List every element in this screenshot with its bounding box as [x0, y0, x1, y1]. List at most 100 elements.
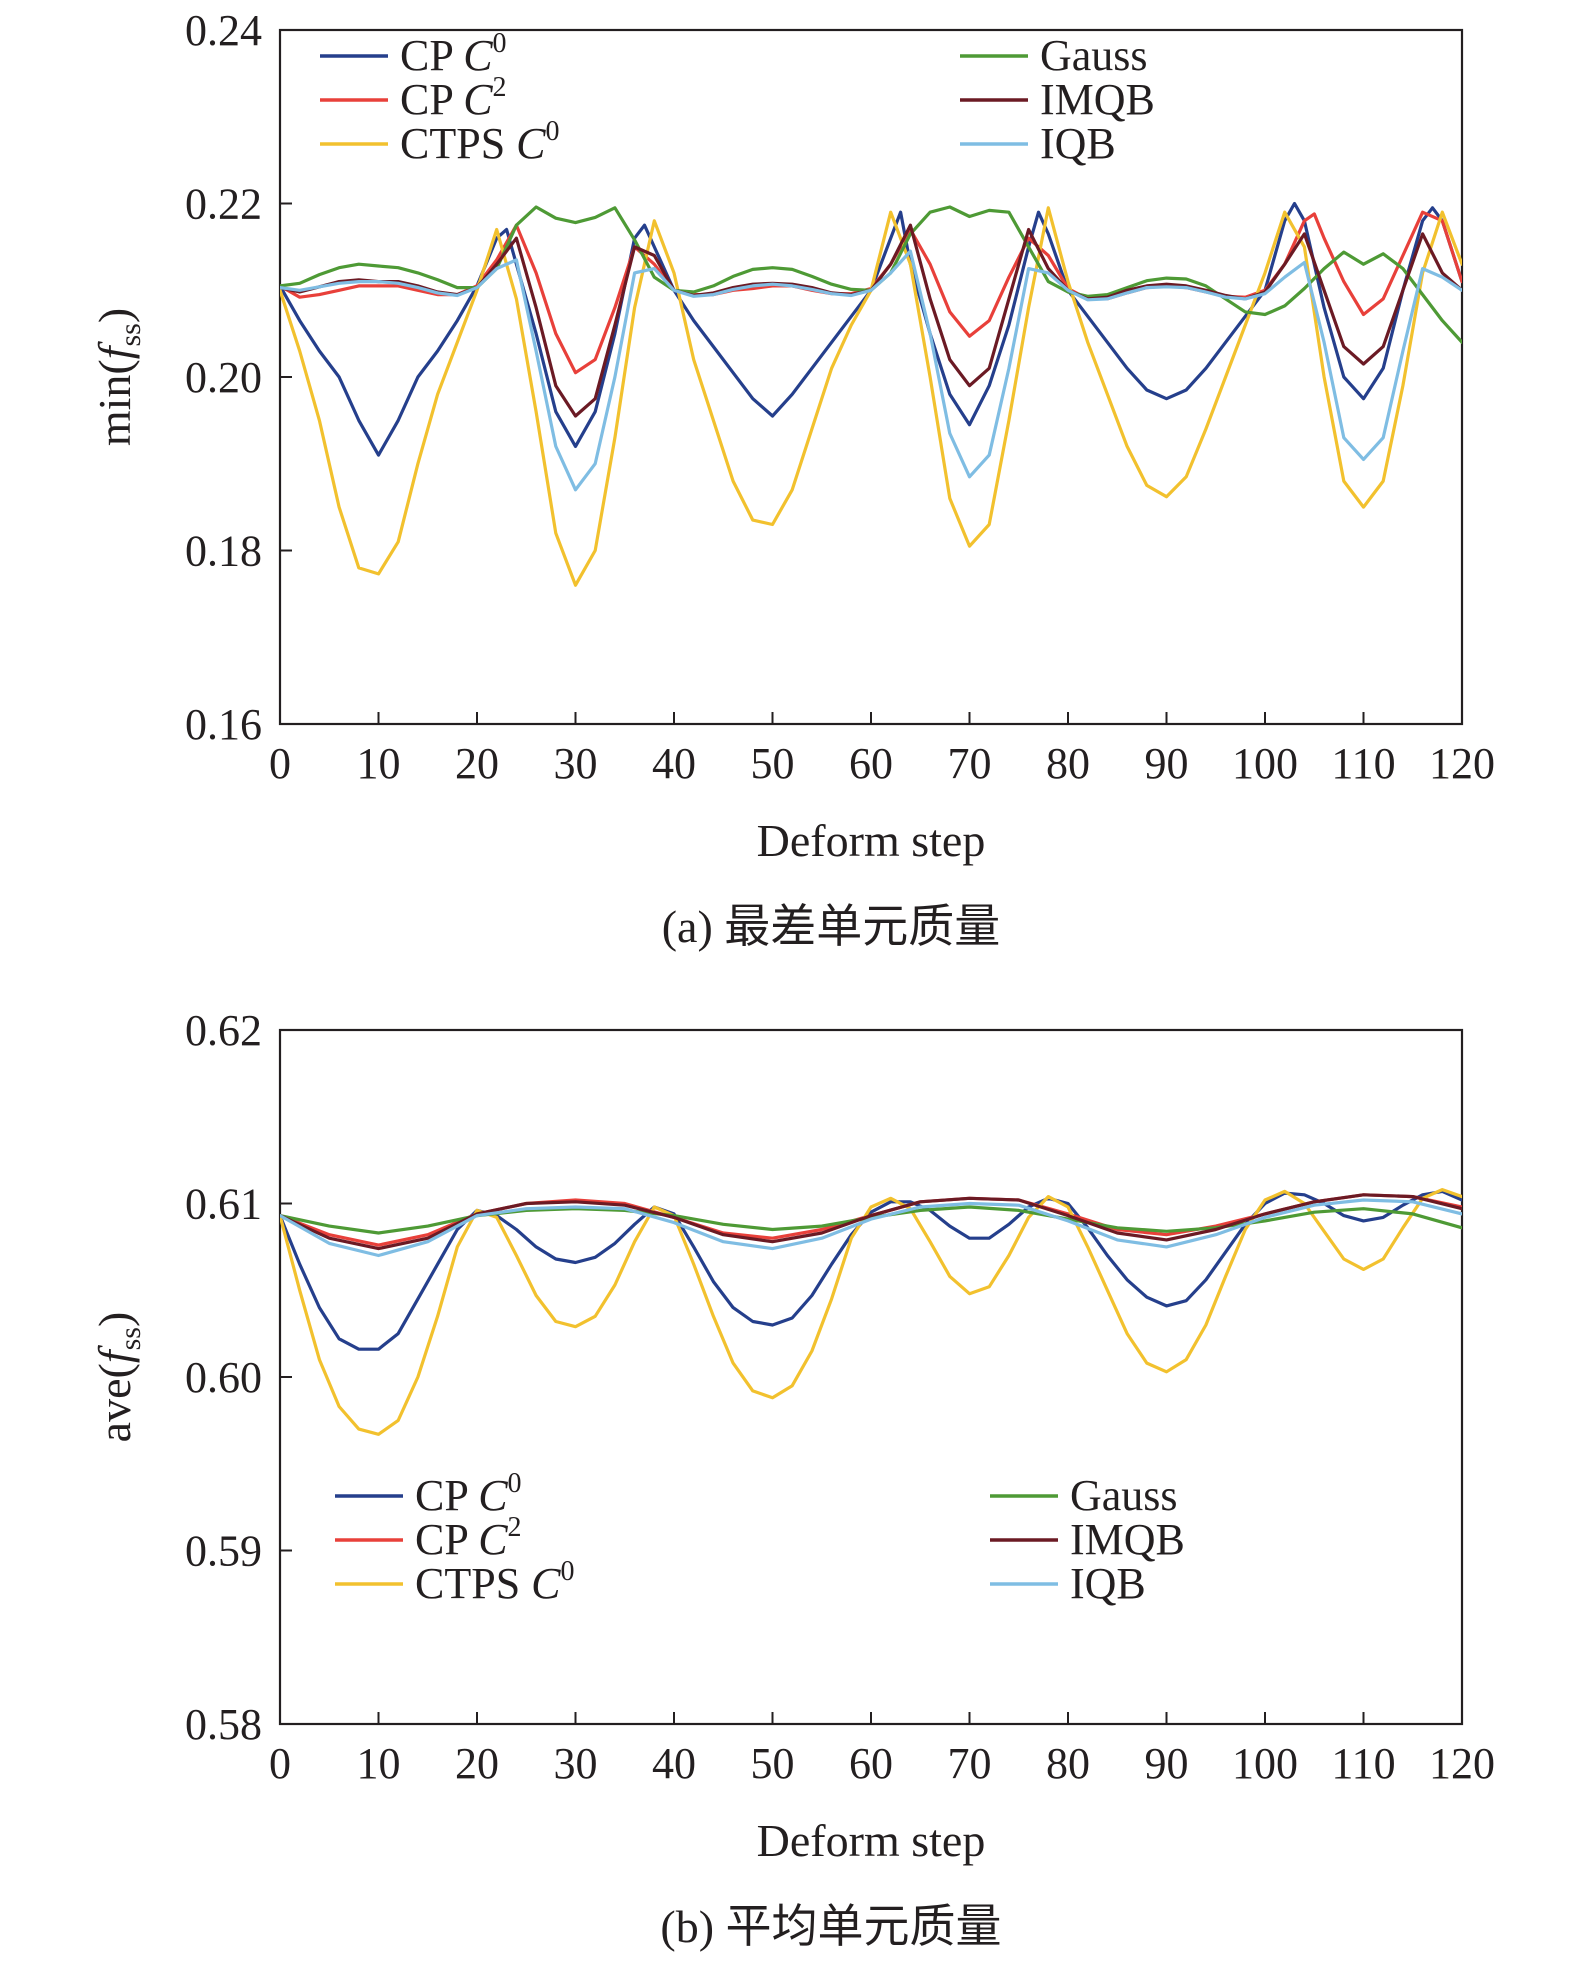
legend-label-sup: 0 [546, 116, 560, 147]
series-line-imqb [280, 1193, 1462, 1251]
series-line-iqb [280, 1198, 1462, 1258]
y-axis-label-sub: ss [114, 1327, 147, 1350]
legend-label-name: Gauss [1040, 31, 1148, 80]
x-tick-label: 110 [1331, 739, 1395, 788]
y-tick-label: 0.22 [185, 180, 262, 229]
legend-label-name: CTPS [415, 1559, 520, 1608]
x-tick-label: 100 [1232, 739, 1298, 788]
legend-label-name: CP [415, 1471, 467, 1520]
legend-label-name: IQB [1040, 119, 1116, 168]
y-tick-label: 0.58 [185, 1700, 262, 1749]
x-tick-label: 50 [751, 739, 795, 788]
legend-label-name: IMQB [1040, 75, 1155, 124]
plot-frame [278, 1028, 1464, 1726]
legend-label-space [520, 1559, 531, 1608]
x-tick-label: 30 [554, 1739, 598, 1788]
y-tick-label: 0.16 [185, 700, 262, 749]
legend-label: CTPS C0 [400, 116, 560, 168]
legend-label-name: CP [400, 31, 452, 80]
y-tick-label: 0.24 [185, 6, 262, 55]
x-tick-label: 20 [455, 1739, 499, 1788]
series-line-iqb [280, 249, 1462, 492]
y-axis-label-close: ) [89, 308, 140, 323]
legend-label-space [452, 75, 463, 124]
x-tick-label: 30 [554, 739, 598, 788]
legend-label-space [505, 119, 516, 168]
x-tick-label: 70 [948, 739, 992, 788]
chart-b: 0 10 20 30 40 50 60 70 80 90 100 110 1200.580.590.60… [89, 1006, 1495, 1952]
y-axis-label-close: ) [89, 1312, 140, 1327]
x-tick-label: 10 [357, 1739, 401, 1788]
legend-label-italic: C [531, 1559, 561, 1608]
legend-label-sup: 2 [508, 1512, 522, 1543]
x-tick-label: 10 [357, 739, 401, 788]
x-tick-label: 80 [1046, 1739, 1090, 1788]
legend-label-name: CP [400, 75, 452, 124]
x-tick-label: 60 [849, 739, 893, 788]
legend-label: IQB [1040, 119, 1116, 168]
x-tick-label: 90 [1145, 739, 1189, 788]
series-line-ctps-c0 [280, 1188, 1462, 1436]
legend-label: IMQB [1040, 75, 1155, 124]
y-tick-label: 0.60 [185, 1353, 262, 1402]
y-tick-label: 0.20 [185, 353, 262, 402]
legend-label-italic: C [463, 31, 493, 80]
legend-label: CP C2 [415, 1512, 522, 1564]
legend-label: IMQB [1070, 1515, 1185, 1564]
x-tick-label: 100 [1232, 1739, 1298, 1788]
y-tick-label: 0.62 [185, 1006, 262, 1055]
x-tick-label: 20 [455, 739, 499, 788]
legend-label: CP C0 [400, 28, 507, 80]
legend-label-italic: C [463, 75, 493, 124]
x-tick-label: 120 [1429, 739, 1495, 788]
x-tick-label: 110 [1331, 1739, 1395, 1788]
legend-label-sup: 0 [508, 1468, 522, 1499]
y-axis-label-sub: ss [114, 323, 147, 346]
legend-label-sup: 0 [561, 1556, 575, 1587]
legend-label-space [467, 1515, 478, 1564]
figure-caption: (a) 最差单元质量 [662, 901, 1001, 952]
y-tick-label: 0.61 [185, 1180, 262, 1229]
x-tick-label: 70 [948, 1739, 992, 1788]
x-axis-label: Deform step [757, 815, 986, 866]
x-tick-label: 40 [652, 739, 696, 788]
y-axis-label-main: min( [89, 359, 140, 446]
legend-label-name: CTPS [400, 119, 505, 168]
legend-label: CTPS C0 [415, 1556, 575, 1608]
y-axis-label-main: ave( [89, 1363, 140, 1442]
legend-label-italic: C [478, 1471, 508, 1520]
x-tick-label: 0 [269, 739, 291, 788]
y-axis-label: ave(fss) [89, 1312, 147, 1443]
chart-a: 0 10 20 30 40 50 60 70 80 90 100 110 1200.160.180.20… [89, 6, 1495, 952]
x-tick-label: 120 [1429, 1739, 1495, 1788]
x-tick-label: 0 [269, 1739, 291, 1788]
y-axis-label: min(fss) [89, 308, 147, 446]
legend-label-sup: 0 [493, 28, 507, 59]
y-tick-label: 0.59 [185, 1527, 262, 1576]
legend-label-name: Gauss [1070, 1471, 1178, 1520]
x-tick-label: 80 [1046, 739, 1090, 788]
series-group [280, 201, 1462, 587]
legend-label-name: IMQB [1070, 1515, 1185, 1564]
series-line-cp-c0 [280, 201, 1462, 457]
legend-label-name: CP [415, 1515, 467, 1564]
legend-label: Gauss [1040, 31, 1148, 80]
legend-label-space [452, 31, 463, 80]
legend-label: Gauss [1070, 1471, 1178, 1520]
figure-a: 0 10 20 30 40 50 60 70 80 90 100 110 120 0.16 0.18 0.20… [89, 6, 1495, 952]
legend-label: CP C0 [415, 1468, 522, 1520]
legend-label-sup: 2 [493, 72, 507, 103]
figure-b: 0 10 20 30 40 50 60 70 80 90 100 110 120 0.58 0.59 0.60… [0, 990, 1575, 1978]
x-tick-label: 40 [652, 1739, 696, 1788]
x-axis-label: Deform step [757, 1815, 986, 1866]
x-tick-label: 90 [1145, 1739, 1189, 1788]
legend-label-name: IQB [1070, 1559, 1146, 1608]
legend-label: CP C2 [400, 72, 507, 124]
figure-caption: (b) 平均单元质量 [660, 1901, 1001, 1952]
x-tick-label: 50 [751, 1739, 795, 1788]
legend-label-italic: C [516, 119, 546, 168]
legend-label-italic: C [478, 1515, 508, 1564]
y-tick-label: 0.18 [185, 527, 262, 576]
